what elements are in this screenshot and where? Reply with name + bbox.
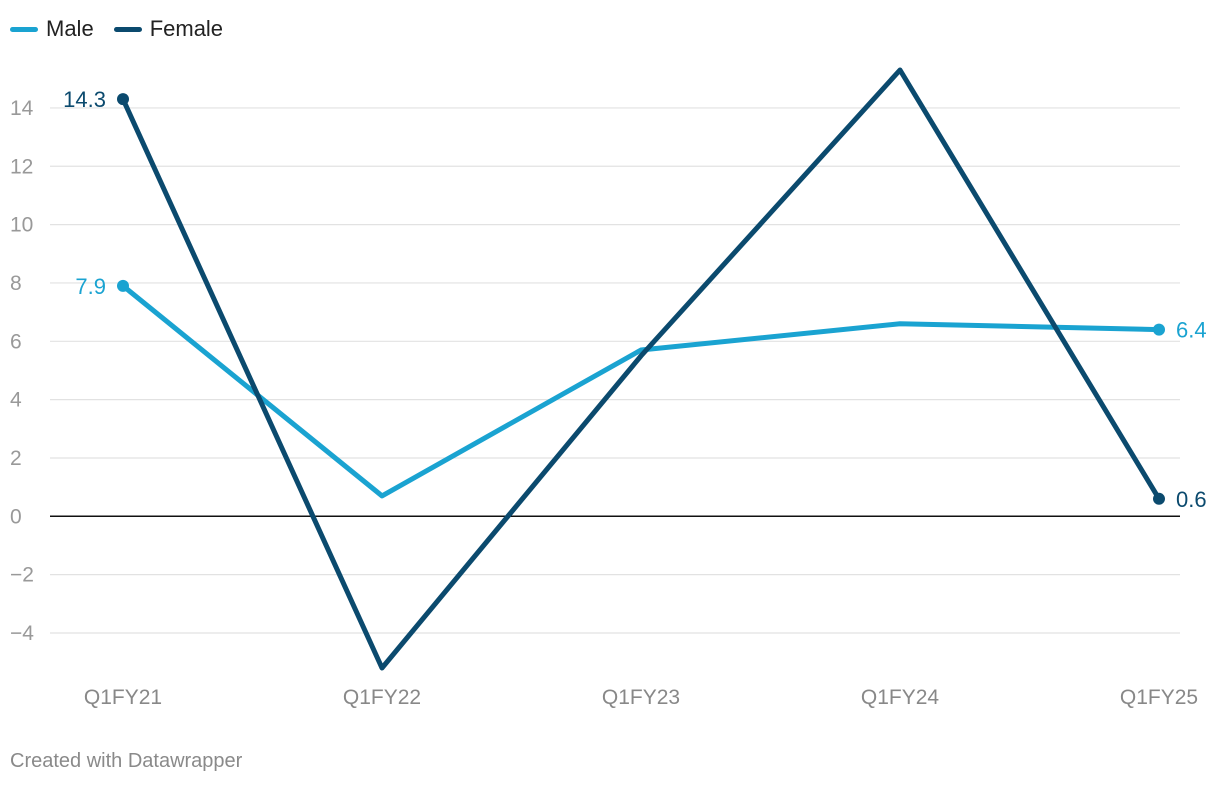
data-label-male: 6.4	[1176, 318, 1207, 343]
y-tick-label: 0	[10, 505, 22, 528]
footer-credit: Created with Datawrapper	[10, 750, 243, 772]
y-tick-label: 6	[10, 330, 22, 353]
x-tick-label: Q1FY21	[84, 686, 162, 709]
data-label-female: 0.6	[1176, 487, 1207, 512]
data-point-female	[117, 93, 129, 106]
line-chart: −4 −2 0 2 4 6 8 10 12 14 Q1FY21 Q1FY22 Q1FY23 Q1FY24 Q…	[10, 67, 1207, 709]
data-label-female: 14.3	[63, 87, 106, 112]
data-point-male	[117, 279, 129, 292]
x-tick-label: Q1FY25	[1120, 686, 1198, 709]
y-tick-label: 10	[10, 214, 33, 237]
legend-swatch-female	[113, 26, 142, 32]
y-tick-label: 2	[10, 447, 22, 470]
y-tick-label: −2	[10, 564, 34, 587]
data-point-female	[1153, 492, 1165, 505]
legend-item-male: Male	[10, 16, 94, 42]
y-tick-label: 4	[10, 389, 22, 412]
y-tick-label: 12	[10, 155, 33, 178]
legend-label-male: Male	[46, 16, 94, 41]
series-line-male	[120, 283, 1162, 499]
data-label-male: 7.9	[75, 274, 106, 299]
legend-item-female: Female	[113, 16, 224, 42]
x-tick-label: Q1FY24	[861, 686, 940, 709]
y-tick-label: −4	[10, 622, 34, 645]
legend-label-female: Female	[149, 16, 224, 41]
legend-swatch-male	[10, 26, 38, 32]
series-line-female	[120, 67, 1162, 671]
data-point-male	[1153, 323, 1165, 336]
y-tick-label: 8	[10, 272, 22, 295]
x-tick-label: Q1FY22	[343, 686, 421, 709]
y-tick-label: 14	[10, 97, 34, 120]
legend: Male Female	[10, 16, 223, 42]
x-tick-label: Q1FY23	[602, 686, 680, 709]
